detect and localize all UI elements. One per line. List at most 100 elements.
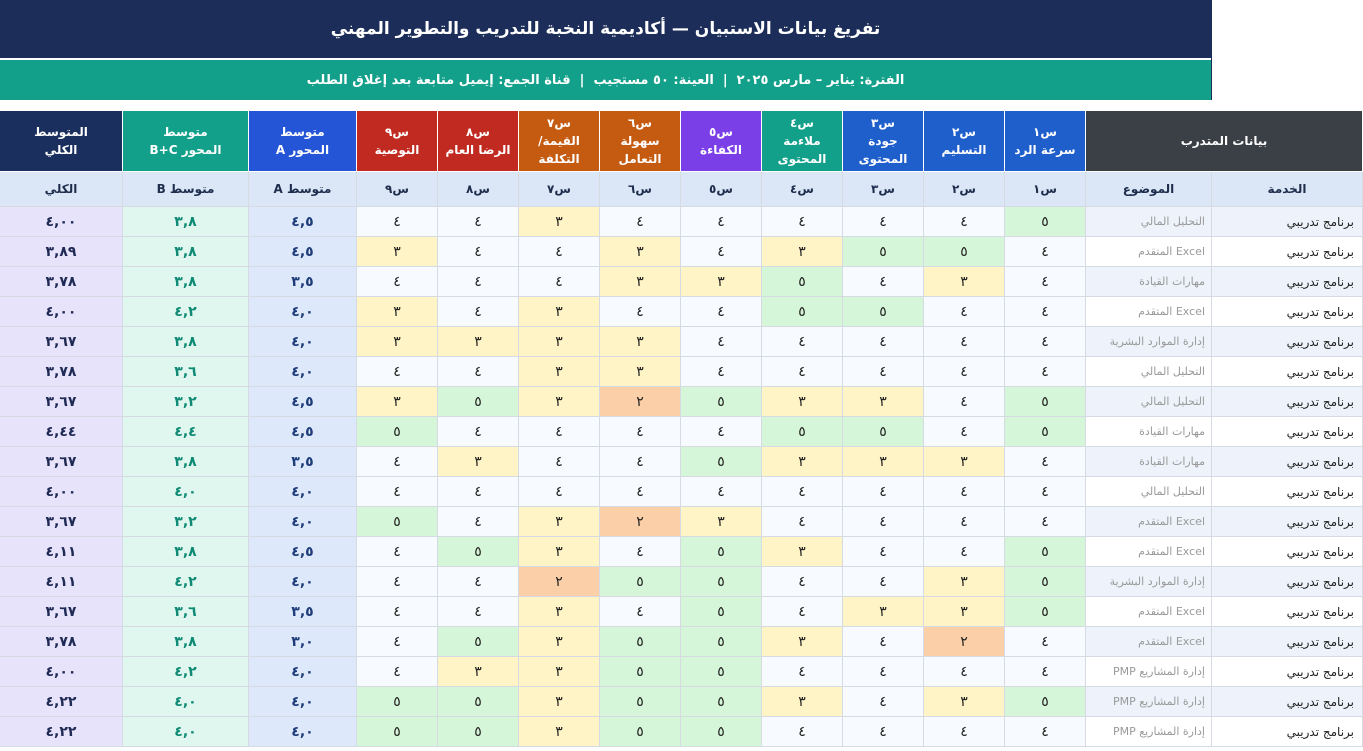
answer-cell: ٣	[356, 386, 438, 417]
answer-cell: ٣	[842, 596, 924, 627]
answer-cell: ٣	[680, 266, 762, 297]
answer-cell: ٣	[356, 296, 438, 327]
answer-cell: ٤	[923, 716, 1005, 747]
answer-cell: ٥	[680, 686, 762, 717]
answer-cell: ٤	[761, 476, 843, 507]
topic-cell: Excel المتقدم	[1085, 536, 1212, 567]
data-row: برنامج تدريبي Excel المتقدم ٤ ٤ ٥ ٥ ٤ ٤ ٣ ٤ ٣ ٤,٠ ٤,…	[0, 296, 1363, 327]
answer-cell: ٤	[923, 206, 1005, 237]
service-cell: برنامج تدريبي	[1211, 716, 1363, 747]
answer-cell: ٣	[761, 236, 843, 267]
average-cell: ٣,٦٧	[0, 506, 123, 537]
answer-cell: ٥	[356, 506, 438, 537]
average-cell: ٤,٢٢	[0, 686, 123, 717]
answer-cell: ٤	[761, 326, 843, 357]
topic-cell: مهارات القيادة	[1085, 416, 1212, 447]
answer-cell: ٤	[599, 596, 681, 627]
answer-cell: ٤	[842, 656, 924, 687]
answer-cell: ٥	[1004, 686, 1086, 717]
answer-cell: ٥	[842, 236, 924, 267]
average-cell: ٣,٨	[122, 326, 249, 357]
topic-cell: Excel المتقدم	[1085, 506, 1212, 537]
topic-cell: إدارة المشاريع PMP	[1085, 716, 1212, 747]
answer-cell: ٣	[518, 356, 600, 387]
service-cell: برنامج تدريبي	[1211, 476, 1363, 507]
topic-cell: Excel المتقدم	[1085, 596, 1212, 627]
answer-cell: ٤	[680, 326, 762, 357]
answer-cell: ٤	[1004, 266, 1086, 297]
answer-cell: ٤	[437, 206, 519, 237]
average-cell: ٤,٥	[248, 536, 357, 567]
average-cell: ٣,٨	[122, 536, 249, 567]
answer-cell: ٥	[680, 536, 762, 567]
data-row: برنامج تدريبي Excel المتقدم ٥ ٤ ٤ ٣ ٥ ٤ ٣ ٥ ٤ ٤,٥ ٣,…	[0, 536, 1363, 567]
answer-cell: ٤	[599, 206, 681, 237]
topic-cell: Excel المتقدم	[1085, 236, 1212, 267]
answer-cell: ٤	[1004, 716, 1086, 747]
sub-header: الموضوع	[1085, 171, 1212, 207]
answer-cell: ٣	[761, 536, 843, 567]
answer-cell: ٤	[923, 296, 1005, 327]
data-row: برنامج تدريبي مهارات القيادة ٤ ٣ ٣ ٣ ٥ ٤ ٤ ٣ ٤ ٣,٥ ٣…	[0, 446, 1363, 477]
answer-cell: ٣	[518, 656, 600, 687]
average-cell: ٤,٠	[248, 686, 357, 717]
answer-cell: ٥	[1004, 386, 1086, 417]
average-cell: ٤,٢	[122, 566, 249, 597]
answer-cell: ٤	[599, 446, 681, 477]
service-cell: برنامج تدريبي	[1211, 236, 1363, 267]
topic-cell: إدارة الموارد البشرية	[1085, 326, 1212, 357]
topic-cell: Excel المتقدم	[1085, 626, 1212, 657]
answer-cell: ٣	[518, 506, 600, 537]
service-cell: برنامج تدريبي	[1211, 386, 1363, 417]
sub-header: س٧	[518, 171, 600, 207]
answer-cell: ٤	[1004, 446, 1086, 477]
column-header: س٦ سهولة التعامل	[599, 110, 681, 172]
average-cell: ٤,٤	[122, 416, 249, 447]
answer-cell: ٤	[761, 566, 843, 597]
answer-cell: ٤	[518, 266, 600, 297]
answer-cell: ٥	[680, 386, 762, 417]
answer-cell: ٤	[842, 356, 924, 387]
service-cell: برنامج تدريبي	[1211, 266, 1363, 297]
average-cell: ٣,٨٩	[0, 236, 123, 267]
answer-cell: ٥	[680, 716, 762, 747]
topic-cell: التحليل المالي	[1085, 476, 1212, 507]
sub-header: س٩	[356, 171, 438, 207]
answer-cell: ٤	[680, 356, 762, 387]
answer-cell: ٥	[599, 566, 681, 597]
answer-cell: ٤	[599, 416, 681, 447]
answer-cell: ٤	[599, 296, 681, 327]
average-cell: ٤,٠	[248, 356, 357, 387]
answer-cell: ٥	[842, 296, 924, 327]
service-cell: برنامج تدريبي	[1211, 566, 1363, 597]
answer-cell: ٣	[437, 446, 519, 477]
answer-cell: ٣	[356, 326, 438, 357]
service-cell: برنامج تدريبي	[1211, 356, 1363, 387]
answer-cell: ٤	[437, 356, 519, 387]
answer-cell: ٥	[1004, 566, 1086, 597]
answer-cell: ٣	[761, 626, 843, 657]
answer-cell: ٤	[842, 206, 924, 237]
data-row: برنامج تدريبي مهارات القيادة ٥ ٤ ٥ ٥ ٤ ٤ ٤ ٤ ٥ ٤,٥ ٤…	[0, 416, 1363, 447]
average-cell: ٤,٠	[248, 716, 357, 747]
answer-cell: ٤	[437, 266, 519, 297]
answer-cell: ٤	[518, 236, 600, 267]
average-cell: ٣,٠	[248, 626, 357, 657]
column-header: س٤ ملاءمة المحتوى	[761, 110, 843, 172]
average-cell: ٤,٠	[248, 506, 357, 537]
answer-cell: ٤	[680, 296, 762, 327]
answer-cell: ٣	[761, 446, 843, 477]
answer-cell: ٣	[437, 656, 519, 687]
answer-cell: ٤	[842, 716, 924, 747]
data-row: برنامج تدريبي التحليل المالي ٥ ٤ ٣ ٣ ٥ ٢ ٣ ٥ ٣ ٤,٥ ٣…	[0, 386, 1363, 417]
average-cell: ٤,١١	[0, 566, 123, 597]
answer-cell: ٣	[761, 686, 843, 717]
sub-header: متوسط A	[248, 171, 357, 207]
answer-cell: ٥	[437, 686, 519, 717]
answer-cell: ٤	[437, 236, 519, 267]
answer-cell: ٤	[599, 476, 681, 507]
average-cell: ٤,٢	[122, 296, 249, 327]
topic-cell: Excel المتقدم	[1085, 296, 1212, 327]
answer-cell: ٤	[1004, 236, 1086, 267]
average-cell: ٤,٠٠	[0, 656, 123, 687]
